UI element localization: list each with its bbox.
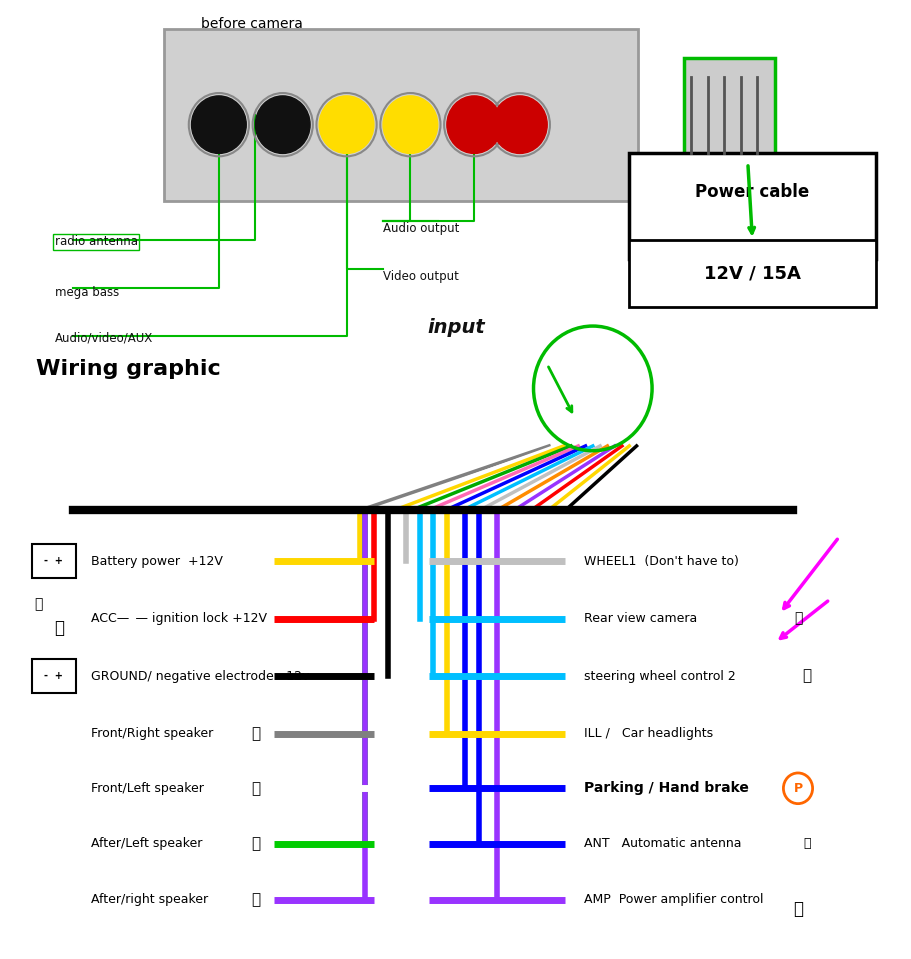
- Text: 12V / 15A: 12V / 15A: [703, 265, 800, 282]
- Text: ILL /   Car headlights: ILL / Car headlights: [583, 727, 712, 740]
- Text: P: P: [793, 782, 802, 795]
- Text: 🔊: 🔊: [251, 781, 260, 796]
- Text: WHEEL1  (Don't have to): WHEEL1 (Don't have to): [583, 554, 738, 568]
- Text: Rear view camera: Rear view camera: [583, 612, 696, 625]
- Text: Audio output: Audio output: [383, 222, 459, 235]
- Circle shape: [446, 96, 501, 153]
- Text: Front/Left speaker: Front/Left speaker: [91, 782, 204, 795]
- FancyBboxPatch shape: [164, 29, 638, 201]
- Text: 🔊: 🔊: [251, 836, 260, 852]
- Text: ANT   Automatic antenna: ANT Automatic antenna: [583, 837, 741, 851]
- Bar: [32, 659, 76, 693]
- Text: before camera: before camera: [200, 17, 302, 31]
- Text: Video output: Video output: [383, 269, 458, 283]
- Text: 🚗: 🚗: [55, 620, 64, 637]
- Circle shape: [492, 96, 547, 153]
- Text: GROUND/ negative electrode  -12v: GROUND/ negative electrode -12v: [91, 669, 309, 683]
- Text: ACC— — ignition lock +12V: ACC— — ignition lock +12V: [91, 612, 267, 625]
- Text: -  +: - +: [45, 556, 63, 566]
- Text: steering wheel control 2: steering wheel control 2: [583, 669, 734, 683]
- Text: radio antenna: radio antenna: [55, 235, 138, 248]
- Circle shape: [319, 96, 374, 153]
- Circle shape: [383, 96, 437, 153]
- Text: 📡: 📡: [803, 837, 810, 851]
- Circle shape: [255, 96, 310, 153]
- FancyBboxPatch shape: [629, 153, 875, 259]
- Text: 🔊: 🔊: [251, 892, 260, 907]
- Bar: [32, 544, 76, 578]
- Text: Power cable: Power cable: [694, 183, 809, 200]
- Text: 🔊: 🔊: [251, 726, 260, 741]
- Text: input: input: [426, 318, 485, 338]
- Text: After/right speaker: After/right speaker: [91, 893, 208, 906]
- FancyBboxPatch shape: [629, 240, 875, 307]
- Text: Wiring graphic: Wiring graphic: [36, 360, 221, 379]
- Text: Parking / Hand brake: Parking / Hand brake: [583, 782, 748, 795]
- Text: mega bass: mega bass: [55, 286, 118, 299]
- Text: 🔑: 🔑: [34, 597, 43, 611]
- Text: After/Left speaker: After/Left speaker: [91, 837, 202, 851]
- FancyBboxPatch shape: [683, 58, 774, 173]
- Text: 🎡: 🎡: [802, 668, 811, 684]
- Text: 🔉: 🔉: [793, 901, 802, 918]
- Text: AMP  Power amplifier control: AMP Power amplifier control: [583, 893, 763, 906]
- Text: -  +: - +: [45, 671, 63, 681]
- Circle shape: [191, 96, 246, 153]
- Text: Battery power  +12V: Battery power +12V: [91, 554, 223, 568]
- Text: Audio/video/AUX: Audio/video/AUX: [55, 331, 153, 344]
- Text: Front/Right speaker: Front/Right speaker: [91, 727, 213, 740]
- Text: 📷: 📷: [793, 612, 802, 625]
